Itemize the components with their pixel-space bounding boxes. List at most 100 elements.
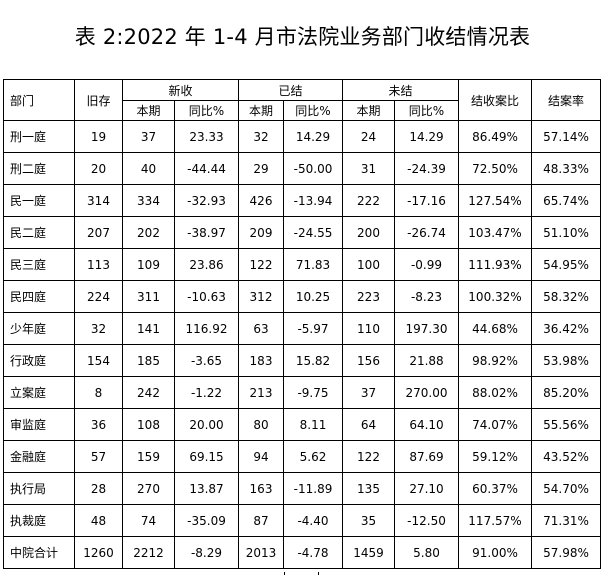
cell-new-this-period: 202: [122, 216, 175, 249]
cell-closed-this-period: 63: [238, 312, 284, 345]
cell-closed-this-period: 94: [238, 440, 284, 473]
cell-close-rate: 58.32%: [531, 280, 601, 313]
cell-pending-this-period: 24: [342, 120, 395, 153]
cell-closed-this-period: 183: [238, 344, 284, 377]
cell-close-receive-ratio: 44.68%: [458, 312, 532, 345]
cell-closed-this-period: 87: [238, 504, 284, 537]
header-pending-this-period: 本期: [342, 100, 395, 121]
cell-closed-this-period: 32: [238, 120, 284, 153]
cell-closed-yoy: 71.83: [283, 248, 343, 281]
cell-closed-this-period: 163: [238, 472, 284, 505]
cell-pending-yoy: 270.00: [394, 376, 459, 409]
table-row: 中院合计 1260 2212 -8.29 2013 -4.78 1459 5.80 91.00%…: [3, 536, 601, 569]
table-row: 民四庭 224 311 -10.63 312 10.25 223 -8.23 100.32% 58…: [3, 280, 601, 313]
header-close-rate: 结案率: [531, 79, 601, 121]
table-row: 金融庭 57 159 69.15 94 5.62 122 87.69 59.12% 43.52%: [3, 440, 601, 473]
cell-dept: 刑一庭: [3, 120, 75, 153]
cell-dept: 刑二庭: [3, 152, 75, 185]
cell-dept: 执裁庭: [3, 504, 75, 537]
cell-pending-this-period: 35: [342, 504, 395, 537]
cell-closed-yoy: -11.89: [283, 472, 343, 505]
cell-old-stock: 19: [74, 120, 123, 153]
cell-dept: 民二庭: [3, 216, 75, 249]
cell-close-receive-ratio: 74.07%: [458, 408, 532, 441]
cell-pending-yoy: 87.69: [394, 440, 459, 473]
cell-dept: 执行局: [3, 472, 75, 505]
cell-closed-this-period: 213: [238, 376, 284, 409]
cell-new-this-period: 242: [122, 376, 175, 409]
cell-dept: 行政庭: [3, 344, 75, 377]
header-old-stock: 旧存: [74, 79, 123, 121]
table-row: 行政庭 154 185 -3.65 183 15.82 156 21.88 98.92% 53.9…: [3, 344, 601, 377]
cell-closed-this-period: 312: [238, 280, 284, 313]
header-row-sub: 本期 同比% 本期 同比% 本期 同比%: [4, 100, 601, 121]
cell-closed-this-period: 80: [238, 408, 284, 441]
cell-close-rate: 55.56%: [531, 408, 601, 441]
cell-new-this-period: 334: [122, 184, 175, 217]
cell-close-receive-ratio: 100.32%: [458, 280, 532, 313]
header-row-top: 部门 旧存 新收 已结 未结 结收案比 结案率: [3, 79, 601, 121]
cell-closed-yoy: -50.00: [283, 152, 343, 185]
cell-closed-yoy: -4.40: [283, 504, 343, 537]
cell-pending-yoy: 14.29: [394, 120, 459, 153]
cell-old-stock: 1260: [74, 536, 123, 569]
cell-close-receive-ratio: 91.00%: [458, 536, 532, 569]
cell-dept: 金融庭: [3, 440, 75, 473]
table-row: 民一庭 314 334 -32.93 426 -13.94 222 -17.16 127.54%…: [3, 184, 601, 217]
cell-old-stock: 314: [74, 184, 123, 217]
cell-pending-yoy: 27.10: [394, 472, 459, 505]
cell-pending-this-period: 100: [342, 248, 395, 281]
cell-new-this-period: 37: [122, 120, 175, 153]
cell-new-yoy: -1.22: [174, 376, 239, 409]
cell-new-this-period: 159: [122, 440, 175, 473]
header-new-received: 新收: [122, 79, 239, 101]
cell-closed-yoy: 5.62: [283, 440, 343, 473]
cell-pending-this-period: 156: [342, 344, 395, 377]
cell-new-yoy: 20.00: [174, 408, 239, 441]
cell-closed-yoy: 14.29: [283, 120, 343, 153]
cell-close-rate: 48.33%: [531, 152, 601, 185]
header-pending: 未结: [342, 79, 459, 101]
cell-pending-yoy: -12.50: [394, 504, 459, 537]
cell-close-rate: 51.10%: [531, 216, 601, 249]
cell-pending-yoy: 64.10: [394, 408, 459, 441]
cell-new-this-period: 311: [122, 280, 175, 313]
cell-old-stock: 48: [74, 504, 123, 537]
cell-pending-this-period: 110: [342, 312, 395, 345]
table-row: 民二庭 207 202 -38.97 209 -24.55 200 -26.74 103.47%…: [3, 216, 601, 249]
document-title: 表 2:2022 年 1-4 月市法院业务部门收结情况表: [74, 25, 531, 49]
cell-close-rate: 57.98%: [531, 536, 601, 569]
header-closed-this-period: 本期: [238, 100, 284, 121]
cell-dept: 立案庭: [3, 376, 75, 409]
cell-closed-yoy: 15.82: [283, 344, 343, 377]
table-row: 少年庭 32 141 116.92 63 -5.97 110 197.30 44.68% 36.4…: [3, 312, 601, 345]
cell-new-yoy: 23.86: [174, 248, 239, 281]
cell-old-stock: 224: [74, 280, 123, 313]
table-edge-mark: [318, 572, 319, 575]
cell-closed-this-period: 29: [238, 152, 284, 185]
cell-old-stock: 28: [74, 472, 123, 505]
cell-pending-yoy: 21.88: [394, 344, 459, 377]
cell-new-this-period: 2212: [122, 536, 175, 569]
cell-old-stock: 154: [74, 344, 123, 377]
cell-pending-this-period: 31: [342, 152, 395, 185]
cell-new-yoy: 23.33: [174, 120, 239, 153]
cell-pending-this-period: 1459: [342, 536, 395, 569]
cell-closed-this-period: 209: [238, 216, 284, 249]
cell-pending-this-period: 122: [342, 440, 395, 473]
cell-dept: 民四庭: [3, 280, 75, 313]
header-closed-yoy: 同比%: [283, 100, 343, 121]
cell-closed-this-period: 426: [238, 184, 284, 217]
table-row: 执行局 28 270 13.87 163 -11.89 135 27.10 60.37% 54.7…: [3, 472, 601, 505]
cell-new-this-period: 141: [122, 312, 175, 345]
cell-pending-this-period: 223: [342, 280, 395, 313]
cell-new-yoy: -8.29: [174, 536, 239, 569]
cell-pending-yoy: -0.99: [394, 248, 459, 281]
header-new-yoy: 同比%: [174, 100, 239, 121]
cell-close-rate: 43.52%: [531, 440, 601, 473]
cell-new-yoy: -35.09: [174, 504, 239, 537]
table-row: 审监庭 36 108 20.00 80 8.11 64 64.10 74.07% 55.56%: [3, 408, 601, 441]
cell-pending-yoy: -8.23: [394, 280, 459, 313]
cell-close-rate: 71.31%: [531, 504, 601, 537]
cell-closed-yoy: -13.94: [283, 184, 343, 217]
